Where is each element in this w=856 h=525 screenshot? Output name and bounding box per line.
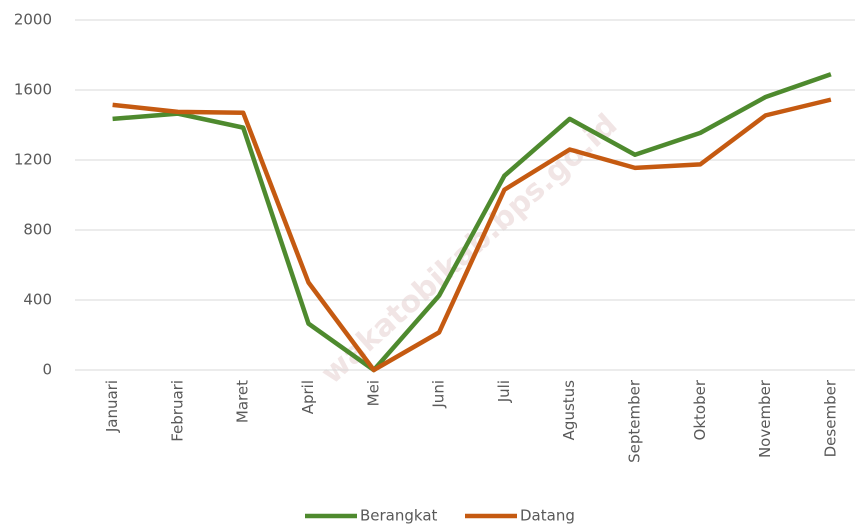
y-tick-label: 0 — [42, 361, 52, 379]
legend-label: Berangkat — [360, 507, 438, 525]
data-line — [112, 97, 832, 373]
x-tick-label: Mei — [364, 380, 382, 406]
y-tick-label: 1200 — [14, 151, 52, 169]
x-tick-label: Oktober — [691, 379, 709, 440]
x-tick-label: April — [299, 380, 317, 414]
legend-label: Datang — [520, 507, 575, 525]
y-tick-label: 1600 — [14, 81, 52, 99]
y-tick-label: 800 — [23, 221, 52, 239]
y-tick-label: 400 — [23, 291, 52, 309]
x-tick-label: Juli — [495, 380, 513, 403]
x-tick-label: September — [626, 379, 644, 463]
data-line — [112, 72, 832, 373]
x-tick-label: November — [756, 379, 774, 458]
x-tick-label: Maret — [234, 380, 252, 423]
x-tick-label: Juni — [430, 380, 448, 409]
x-tick-label: Februari — [168, 380, 186, 442]
x-tick-label: Januari — [103, 380, 121, 433]
y-tick-label: 2000 — [14, 11, 52, 29]
x-tick-label: Desember — [821, 379, 839, 457]
x-tick-label: Agustus — [560, 380, 578, 440]
